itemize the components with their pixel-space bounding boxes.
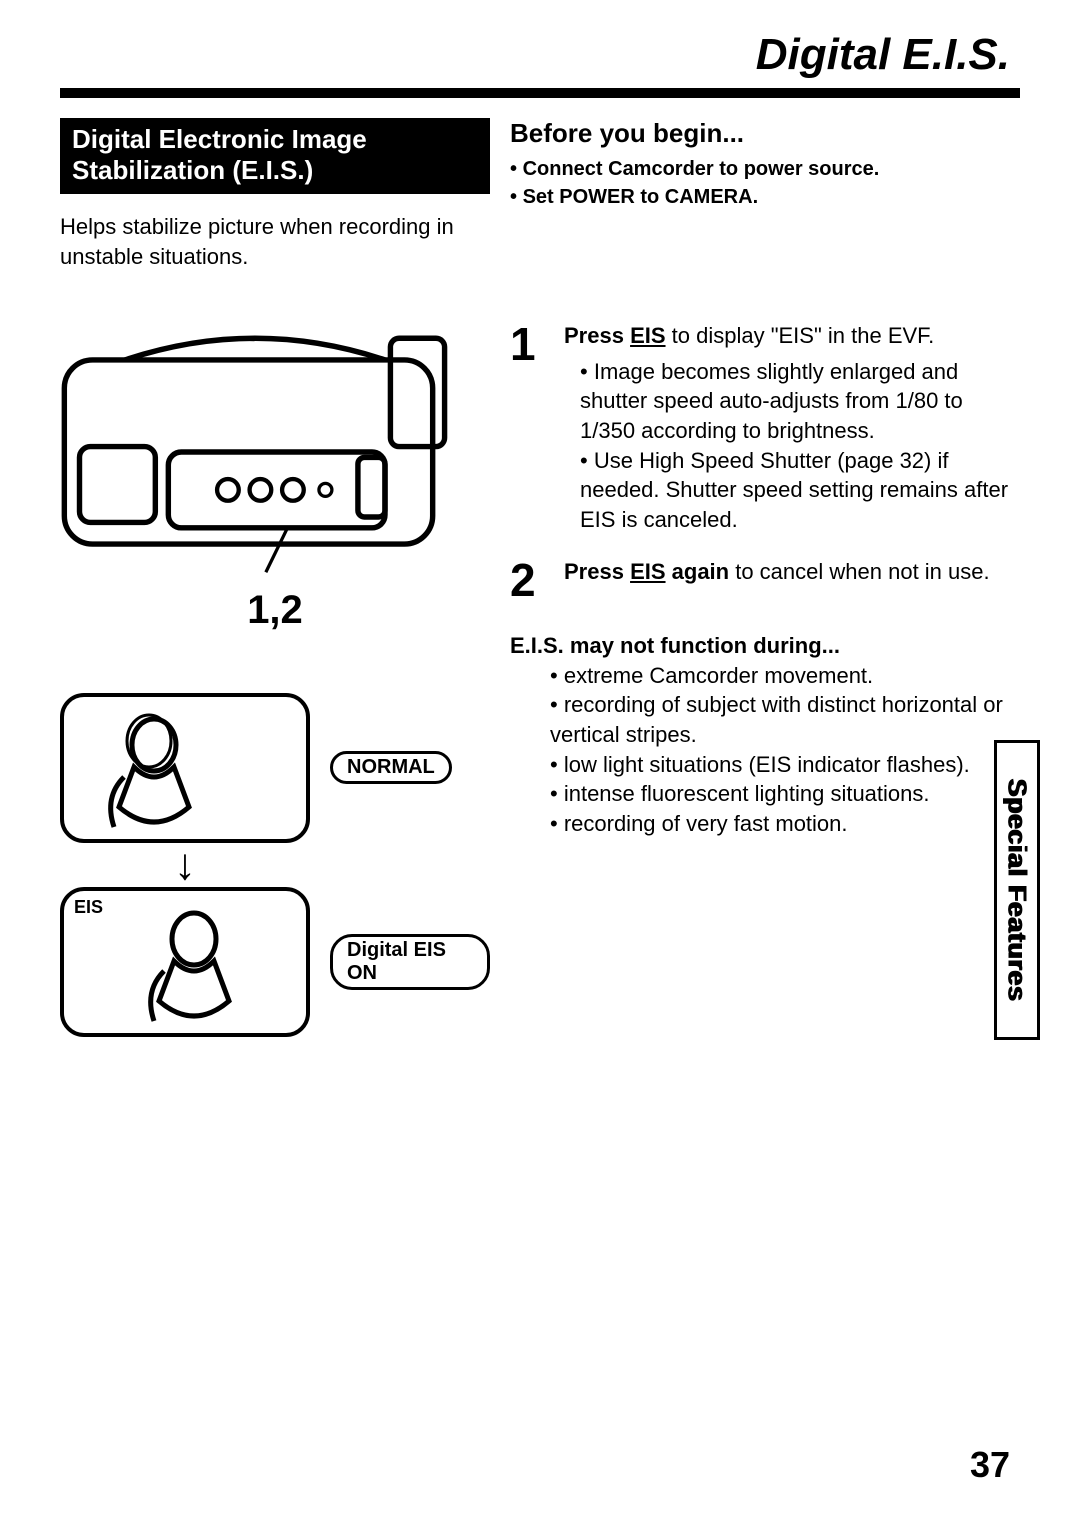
- step-bullet: Image becomes slightly enlarged and shut…: [580, 357, 1020, 446]
- limitations-title: E.I.S. may not function during...: [510, 631, 1020, 661]
- viewfinder-normal: [60, 693, 310, 843]
- limitation-item: extreme Camcorder movement.: [550, 661, 1020, 691]
- eis-button-ref: EIS: [630, 323, 665, 348]
- limitation-item: low light situations (EIS indicator flas…: [550, 750, 1020, 780]
- step-2: 2 Press EIS again to cancel when not in …: [510, 557, 1020, 603]
- limitation-item: recording of very fast motion.: [550, 809, 1020, 839]
- horizontal-rule: [60, 88, 1020, 98]
- right-column: Before you begin... Connect Camcorder to…: [510, 118, 1020, 1037]
- section-tab-label: Special Features: [1002, 779, 1033, 1002]
- limitations: E.I.S. may not function during... extrem…: [510, 631, 1020, 839]
- camcorder-figure: [60, 322, 450, 582]
- before-begin-title: Before you begin...: [510, 118, 1020, 149]
- step-number: 1: [510, 321, 550, 535]
- limitation-item: intense fluorescent lighting situations.: [550, 779, 1020, 809]
- step-body: Press EIS to display "EIS" in the EVF. I…: [564, 321, 1020, 535]
- manual-page: Digital E.I.S. Digital Electronic Image …: [0, 0, 1080, 1526]
- compare-figure: NORMAL ↓ EIS Digital: [60, 693, 490, 1037]
- section-tab: Special Features: [994, 740, 1040, 1040]
- step-1: 1 Press EIS to display "EIS" in the EVF.…: [510, 321, 1020, 535]
- steps: 1 Press EIS to display "EIS" in the EVF.…: [510, 321, 1020, 603]
- eis-indicator: EIS: [74, 897, 103, 918]
- section-header: Digital Electronic Image Stabilization (…: [60, 118, 490, 194]
- step-text: again: [666, 559, 730, 584]
- step-text: Press: [564, 323, 630, 348]
- eis-on-label-pill: Digital EIS ON: [330, 934, 490, 990]
- step-bullet: Use High Speed Shutter (page 32) if need…: [580, 446, 1020, 535]
- step-body: Press EIS again to cancel when not in us…: [564, 557, 1020, 603]
- before-item-1: Set POWER to CAMERA.: [510, 183, 1020, 211]
- step-number: 2: [510, 557, 550, 603]
- arrow-down-icon: ↓: [60, 843, 310, 887]
- eis-button-ref: EIS: [630, 559, 665, 584]
- limitation-item: recording of subject with distinct horiz…: [550, 690, 1020, 749]
- page-number: 37: [970, 1444, 1010, 1486]
- step-text: Press: [564, 559, 630, 584]
- person-clear-icon: [134, 901, 254, 1031]
- viewfinder-eis: EIS: [60, 887, 310, 1037]
- left-column: Digital Electronic Image Stabilization (…: [60, 118, 490, 1037]
- figure-label-12: 1,2: [60, 588, 490, 633]
- step-text: to display "EIS" in the EVF.: [666, 323, 935, 348]
- section-description: Helps stabilize picture when recording i…: [60, 212, 490, 271]
- page-topic-title: Digital E.I.S.: [60, 30, 1020, 80]
- person-blurry-icon: [94, 707, 214, 837]
- before-item-0: Connect Camcorder to power source.: [510, 155, 1020, 183]
- camcorder-icon: [60, 322, 450, 582]
- step-text: to cancel when not in use.: [729, 559, 990, 584]
- normal-label-pill: NORMAL: [330, 751, 452, 784]
